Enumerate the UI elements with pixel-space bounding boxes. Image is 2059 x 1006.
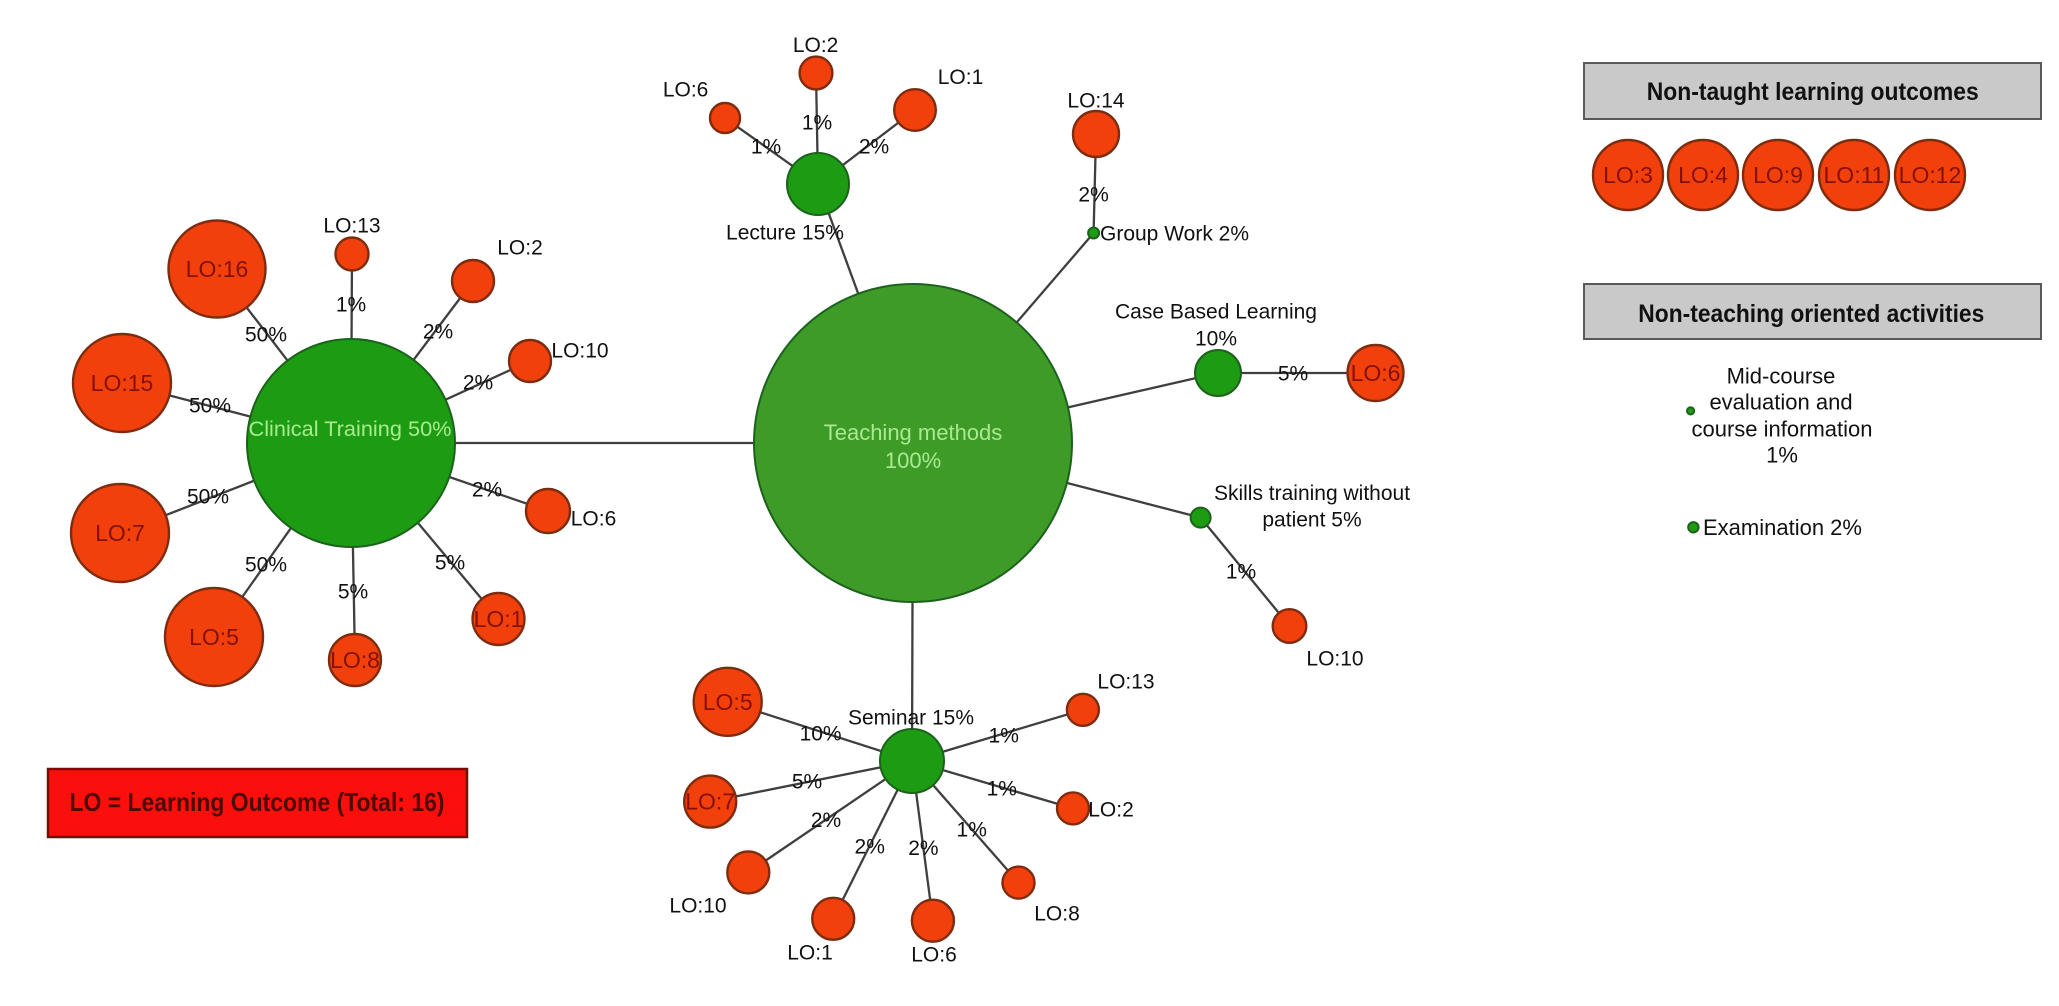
svg-text:LO:12: LO:12 [1899, 162, 1962, 188]
svg-text:LO:6: LO:6 [911, 943, 957, 966]
svg-text:5%: 5% [435, 551, 465, 574]
svg-text:LO:6: LO:6 [663, 79, 709, 102]
svg-text:Teaching methods: Teaching methods [824, 420, 1003, 445]
svg-text:Case Based Learning: Case Based Learning [1115, 300, 1317, 323]
svg-text:2%: 2% [859, 135, 889, 158]
svg-text:2%: 2% [811, 809, 841, 832]
svg-text:LO:6: LO:6 [571, 507, 617, 530]
svg-text:Mid-course: Mid-course [1727, 363, 1836, 388]
svg-text:Seminar 15%: Seminar 15% [848, 706, 974, 729]
svg-text:LO:10: LO:10 [551, 339, 608, 362]
svg-text:Examination 2%: Examination 2% [1703, 515, 1862, 540]
svg-text:LO:6: LO:6 [1351, 360, 1401, 386]
svg-text:LO:15: LO:15 [91, 370, 154, 396]
svg-text:50%: 50% [245, 323, 287, 346]
svg-text:2%: 2% [1078, 183, 1108, 206]
svg-text:2%: 2% [423, 320, 453, 343]
svg-text:10%: 10% [800, 722, 842, 745]
svg-text:LO:5: LO:5 [703, 689, 753, 715]
svg-text:LO:2: LO:2 [793, 34, 839, 57]
svg-text:LO:4: LO:4 [1678, 162, 1728, 188]
svg-text:10%: 10% [1195, 327, 1237, 350]
svg-text:50%: 50% [187, 485, 229, 508]
svg-text:1%: 1% [751, 135, 781, 158]
svg-text:LO:2: LO:2 [497, 236, 543, 259]
svg-text:evaluation and: evaluation and [1709, 390, 1852, 415]
svg-text:1%: 1% [989, 724, 1019, 747]
svg-text:1%: 1% [1226, 560, 1256, 583]
svg-text:Skills training without: Skills training without [1214, 482, 1410, 505]
svg-text:2%: 2% [855, 835, 885, 858]
svg-text:patient 5%: patient 5% [1262, 508, 1361, 531]
svg-text:LO:10: LO:10 [1306, 647, 1363, 670]
svg-text:LO:13: LO:13 [323, 214, 380, 237]
svg-text:Group Work 2%: Group Work 2% [1100, 222, 1249, 245]
svg-text:1%: 1% [336, 293, 366, 316]
svg-text:LO:10: LO:10 [669, 894, 726, 917]
svg-text:1%: 1% [987, 777, 1017, 800]
svg-text:LO:13: LO:13 [1097, 670, 1154, 693]
svg-text:course information: course information [1692, 416, 1873, 441]
svg-text:LO:14: LO:14 [1067, 89, 1125, 112]
svg-text:Non-teaching oriented activiti: Non-teaching oriented activities [1638, 300, 1984, 328]
svg-text:2%: 2% [472, 478, 502, 501]
svg-text:1%: 1% [802, 111, 832, 134]
svg-text:1%: 1% [957, 818, 987, 841]
svg-text:LO:9: LO:9 [1753, 162, 1803, 188]
svg-text:LO:1: LO:1 [474, 606, 524, 632]
svg-text:LO:5: LO:5 [189, 624, 239, 650]
svg-text:LO:2: LO:2 [1088, 798, 1134, 821]
svg-text:LO:3: LO:3 [1603, 162, 1653, 188]
svg-text:LO:11: LO:11 [1824, 162, 1885, 188]
svg-text:LO:1: LO:1 [787, 941, 833, 964]
svg-text:50%: 50% [245, 553, 287, 576]
svg-text:Lecture 15%: Lecture 15% [726, 221, 844, 244]
svg-text:50%: 50% [189, 394, 231, 417]
svg-text:2%: 2% [463, 371, 493, 394]
svg-text:LO = Learning Outcome (Total:: LO = Learning Outcome (Total: 16) [70, 787, 445, 817]
svg-text:1%: 1% [1766, 443, 1798, 468]
svg-text:5%: 5% [792, 770, 822, 793]
svg-text:Clinical Training 50%: Clinical Training 50% [249, 418, 452, 441]
svg-text:Non-taught learning outcomes: Non-taught learning outcomes [1647, 78, 1979, 106]
svg-text:5%: 5% [1278, 362, 1308, 385]
svg-text:LO:16: LO:16 [186, 256, 249, 282]
svg-text:LO:7: LO:7 [685, 789, 735, 815]
svg-text:LO:8: LO:8 [330, 647, 380, 673]
svg-text:LO:8: LO:8 [1034, 902, 1080, 925]
svg-text:LO:1: LO:1 [938, 66, 984, 89]
svg-text:100%: 100% [885, 448, 941, 473]
svg-text:LO:7: LO:7 [95, 520, 145, 546]
svg-text:5%: 5% [338, 580, 368, 603]
svg-text:2%: 2% [908, 837, 938, 860]
